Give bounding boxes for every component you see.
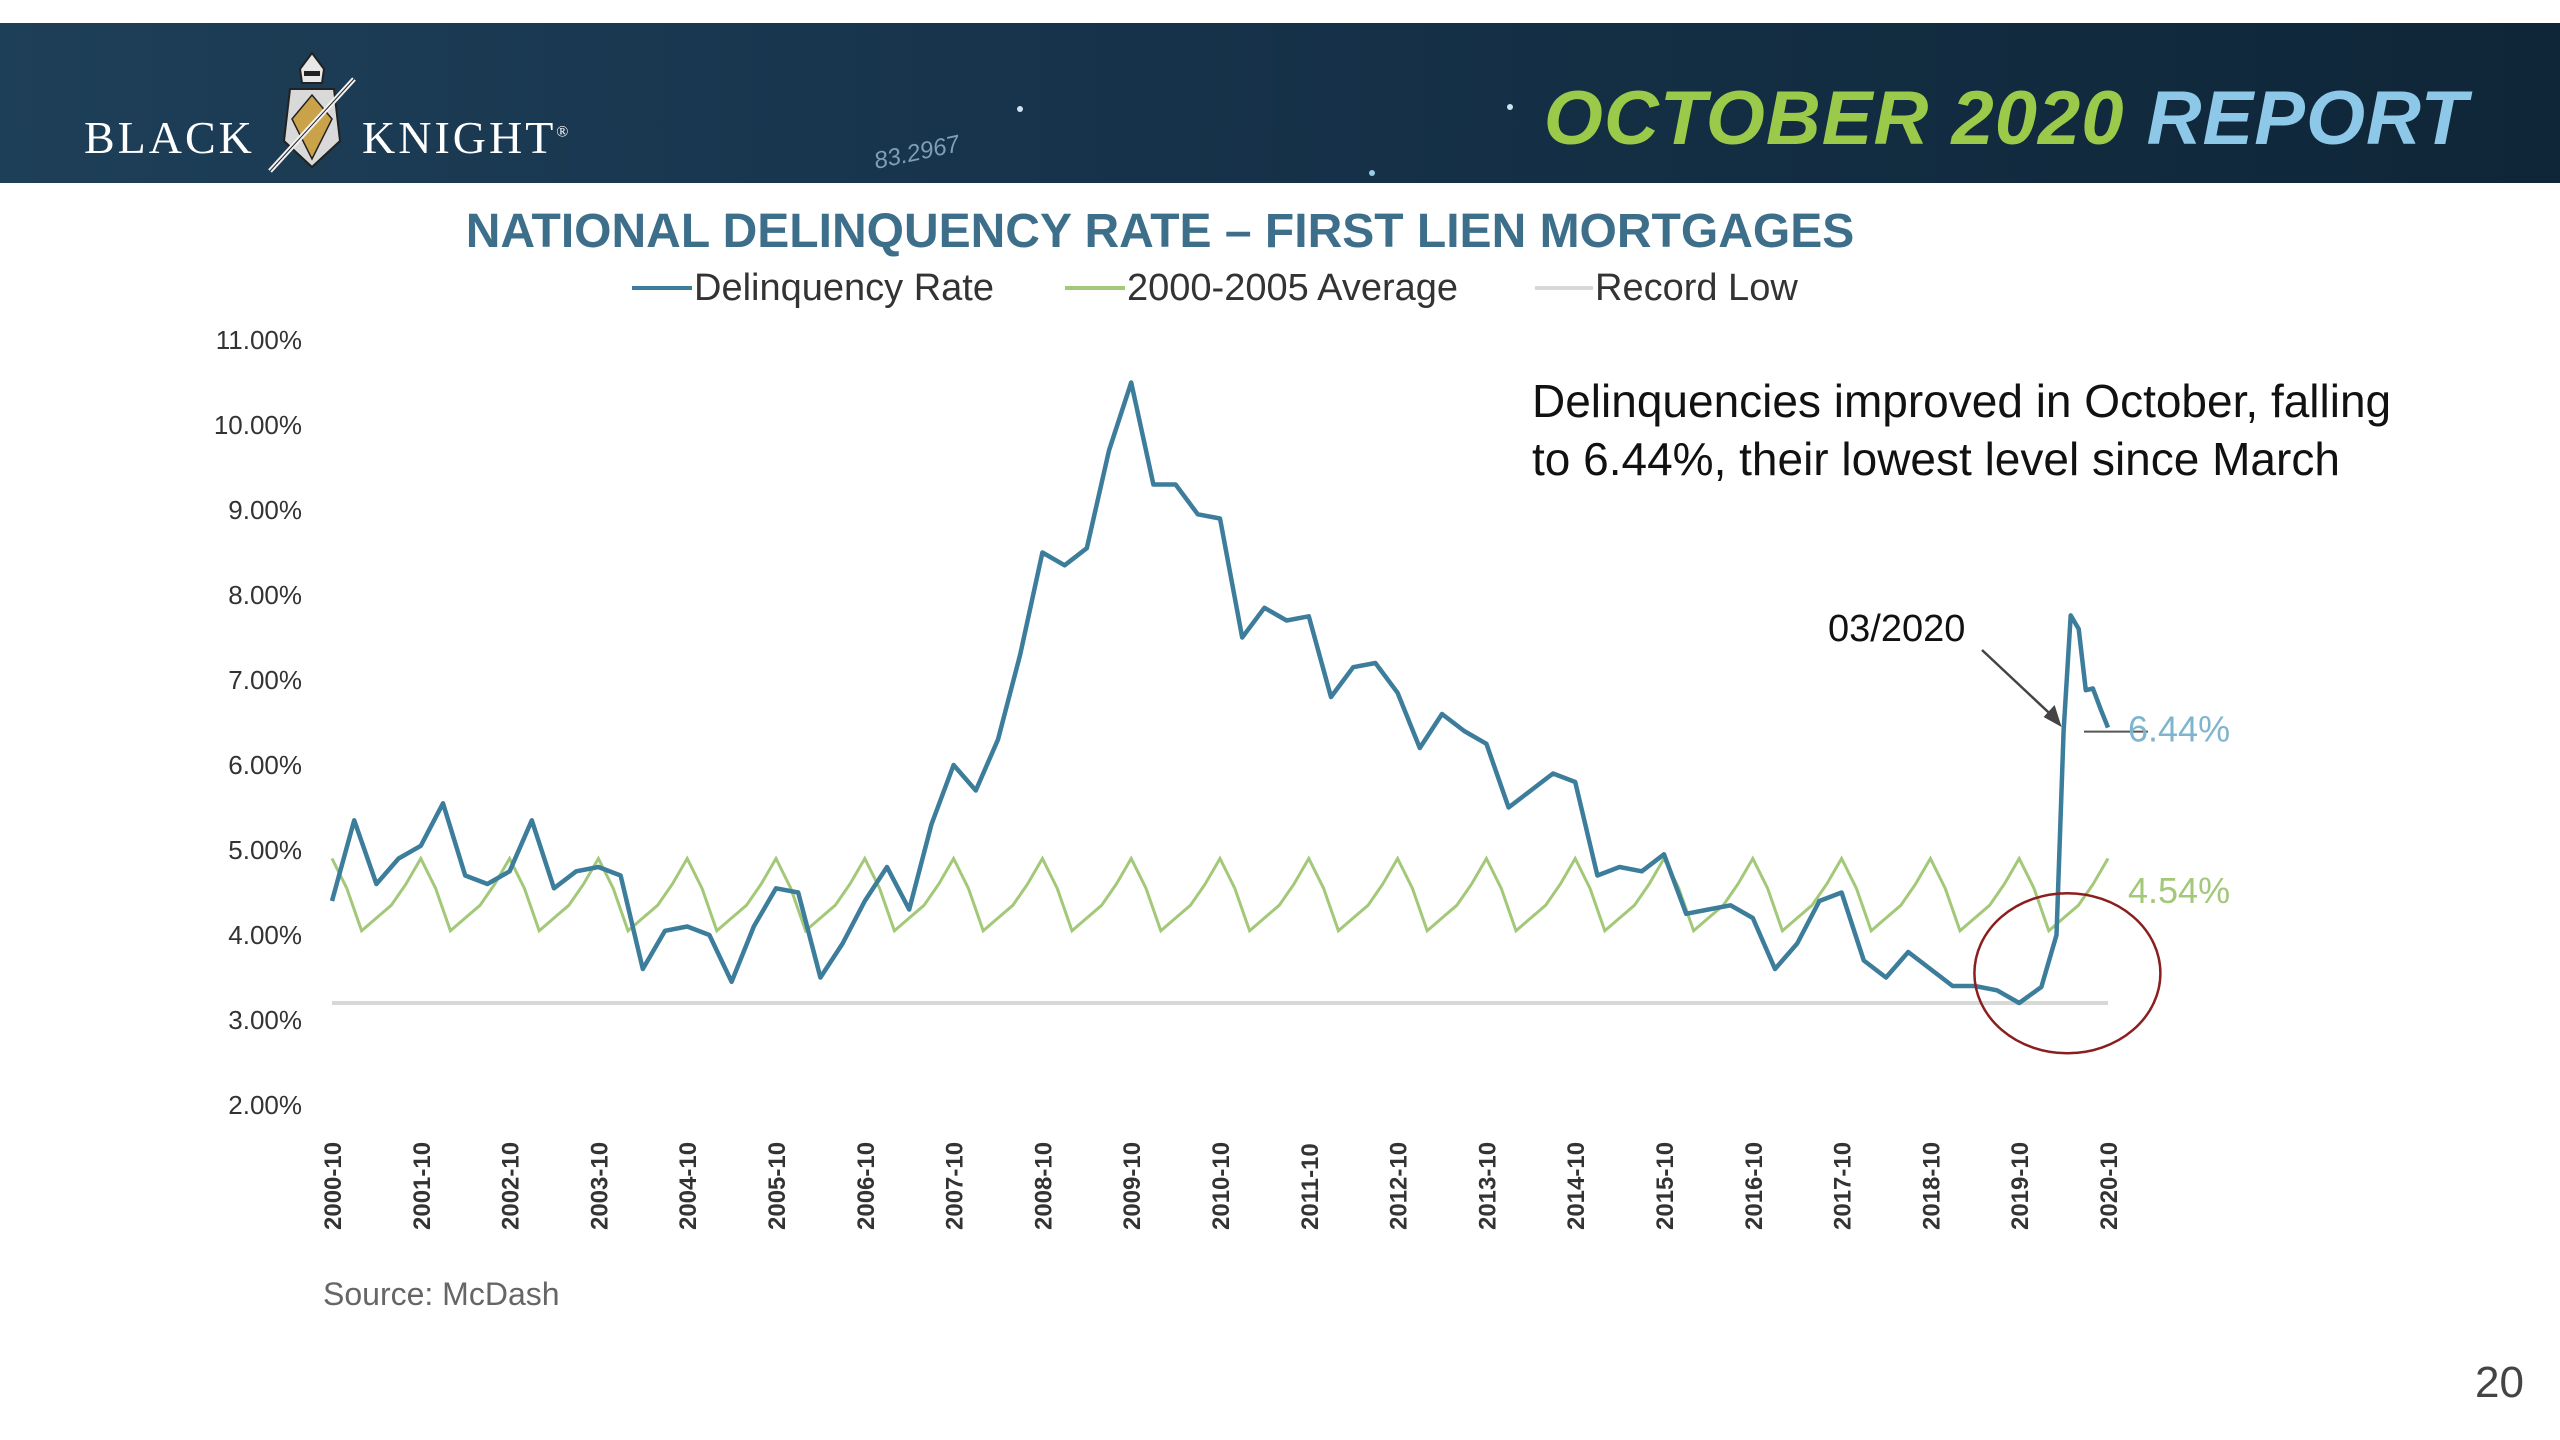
x-tick-label: 2013-10 — [1474, 1142, 1501, 1230]
x-tick-label: 2019-10 — [2007, 1142, 2034, 1230]
x-tick-label: 2016-10 — [1741, 1142, 1768, 1230]
average-series-line — [330, 855, 2110, 934]
delinquency-series-line — [329, 380, 2111, 1006]
x-tick-label: 2010-10 — [1208, 1142, 1235, 1230]
page-number: 20 — [2475, 1358, 2524, 1407]
legend: Delinquency Rate 2000-2005 Average Recor… — [632, 267, 1798, 309]
legend-label-record-low: Record Low — [1595, 267, 1798, 309]
logo-knight-word: KNIGHT — [362, 112, 557, 163]
decor-dot — [1369, 170, 1375, 176]
annotation-arrow-line — [1981, 649, 2057, 720]
trademark-mark: ® — [556, 123, 572, 141]
x-tick-label: 2001-10 — [409, 1142, 436, 1230]
x-tick-label: 2004-10 — [675, 1142, 702, 1230]
y-axis-ticks: 2.00% 3.00% 4.00% 5.00% 6.00% 7.00% 8.00% 9.00%… — [214, 325, 302, 1120]
legend-label-delinquency: Delinquency Rate — [694, 267, 994, 309]
highlight-circle — [1973, 892, 2162, 1055]
x-tick-label: 2020-10 — [2096, 1142, 2123, 1230]
annotation-label-032020: 03/2020 — [1828, 608, 1965, 650]
report-header: 83.2967 BLACK KNIGHT® OCTOBER 2020 REPOR… — [0, 23, 2560, 183]
x-tick-label: 2017-10 — [1830, 1142, 1857, 1230]
delinquency-chart: NATIONAL DELINQUENCY RATE – FIRST LIEN M… — [214, 205, 2230, 1312]
logo-text-knight: KNIGHT® — [362, 111, 571, 164]
decor-number: 83.2967 — [872, 130, 964, 175]
x-tick-label: 2007-10 — [942, 1142, 969, 1230]
chart-source: Source: McDash — [323, 1276, 560, 1312]
x-tick-label: 2015-10 — [1652, 1142, 1679, 1230]
x-tick-label: 2006-10 — [853, 1142, 880, 1230]
logo-text-black: BLACK — [84, 112, 255, 163]
report-title: OCTOBER 2020 REPORT — [1544, 75, 2468, 162]
y-tick-label: 5.00% — [228, 835, 302, 865]
x-tick-label: 2005-10 — [764, 1142, 791, 1230]
report-word: REPORT — [2146, 76, 2468, 161]
x-tick-label: 2008-10 — [1030, 1142, 1057, 1230]
y-tick-label: 4.00% — [228, 920, 302, 950]
x-tick-label: 2011-10 — [1297, 1143, 1324, 1230]
x-tick-label: 2009-10 — [1119, 1142, 1146, 1230]
y-tick-label: 2.00% — [228, 1090, 302, 1120]
knight-logo-icon — [268, 51, 356, 173]
x-tick-label: 2018-10 — [1918, 1142, 1945, 1230]
legend-label-average: 2000-2005 Average — [1127, 267, 1458, 309]
x-axis-ticks: 2000-10 2001-10 2002-10 2003-10 2004-10 2005-… — [320, 1142, 2123, 1230]
y-tick-label: 9.00% — [228, 495, 302, 525]
x-tick-label: 2000-10 — [320, 1142, 347, 1230]
y-tick-label: 11.00% — [216, 325, 302, 355]
chart-title: NATIONAL DELINQUENCY RATE – FIRST LIEN M… — [466, 205, 1855, 258]
decor-dot — [1017, 106, 1023, 112]
y-tick-label: 10.00% — [214, 410, 302, 440]
decor-dot — [1507, 104, 1513, 110]
average-end-label: 4.54% — [2128, 870, 2230, 911]
header-decoration: 83.2967 — [872, 104, 1513, 176]
annotation-arrow-head — [2043, 705, 2062, 727]
y-tick-label: 3.00% — [228, 1005, 302, 1035]
x-tick-label: 2003-10 — [586, 1142, 613, 1230]
series-end-labels: 6.44% 4.54% — [2084, 709, 2230, 911]
chart-annotations: 03/2020 — [1828, 608, 2162, 1055]
report-month: OCTOBER 2020 — [1543, 76, 2125, 161]
y-tick-label: 7.00% — [228, 665, 302, 695]
x-tick-label: 2014-10 — [1563, 1142, 1590, 1230]
x-tick-label: 2002-10 — [498, 1142, 525, 1230]
y-tick-label: 8.00% — [228, 580, 302, 610]
y-tick-label: 6.00% — [228, 750, 302, 780]
x-tick-label: 2012-10 — [1386, 1142, 1413, 1230]
delinquency-end-label: 6.44% — [2128, 709, 2230, 750]
callout-text: Delinquencies improved in October, falli… — [1532, 375, 2392, 485]
